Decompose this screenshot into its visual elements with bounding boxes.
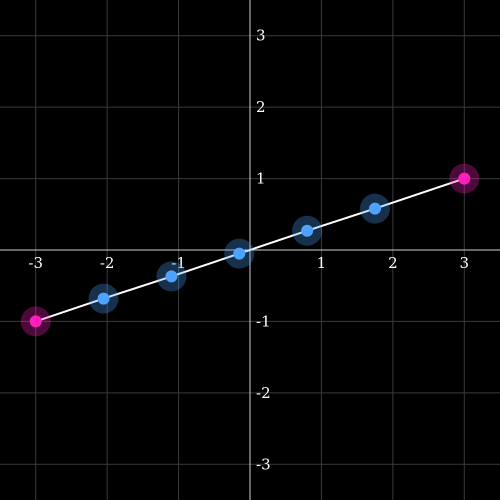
data-point[interactable]: [88, 283, 119, 314]
point-dot[interactable]: [369, 202, 381, 215]
x-tick-label: -2: [100, 254, 115, 272]
point-dot[interactable]: [97, 292, 110, 305]
data-point[interactable]: [156, 261, 187, 292]
data-point[interactable]: [292, 215, 323, 246]
x-tick-label: 2: [388, 254, 398, 272]
y-tick-label: 1: [256, 170, 266, 188]
data-point[interactable]: [360, 193, 390, 224]
point-dot[interactable]: [301, 224, 314, 237]
tick-labels: -3 -2 -1 1 2 3 -3 -2 -1 1 2 3: [28, 27, 469, 474]
data-points: [20, 163, 480, 337]
y-tick-label: -1: [256, 312, 271, 330]
x-tick-label: 3: [460, 254, 470, 272]
point-dot[interactable]: [165, 270, 178, 283]
x-tick-label: -1: [171, 254, 186, 272]
x-tick-label: 1: [317, 254, 327, 272]
data-point[interactable]: [224, 238, 255, 269]
endpoint-marker[interactable]: [449, 163, 480, 194]
x-tick-label: -3: [28, 254, 43, 272]
point-dot[interactable]: [233, 247, 246, 260]
y-tick-label: -2: [256, 384, 271, 402]
y-tick-label: 3: [256, 27, 266, 45]
endpoint-dot[interactable]: [458, 172, 471, 185]
endpoint-dot[interactable]: [29, 315, 42, 328]
y-tick-label: -3: [256, 455, 271, 473]
endpoint-marker[interactable]: [20, 306, 51, 337]
y-tick-label: 2: [256, 98, 266, 116]
